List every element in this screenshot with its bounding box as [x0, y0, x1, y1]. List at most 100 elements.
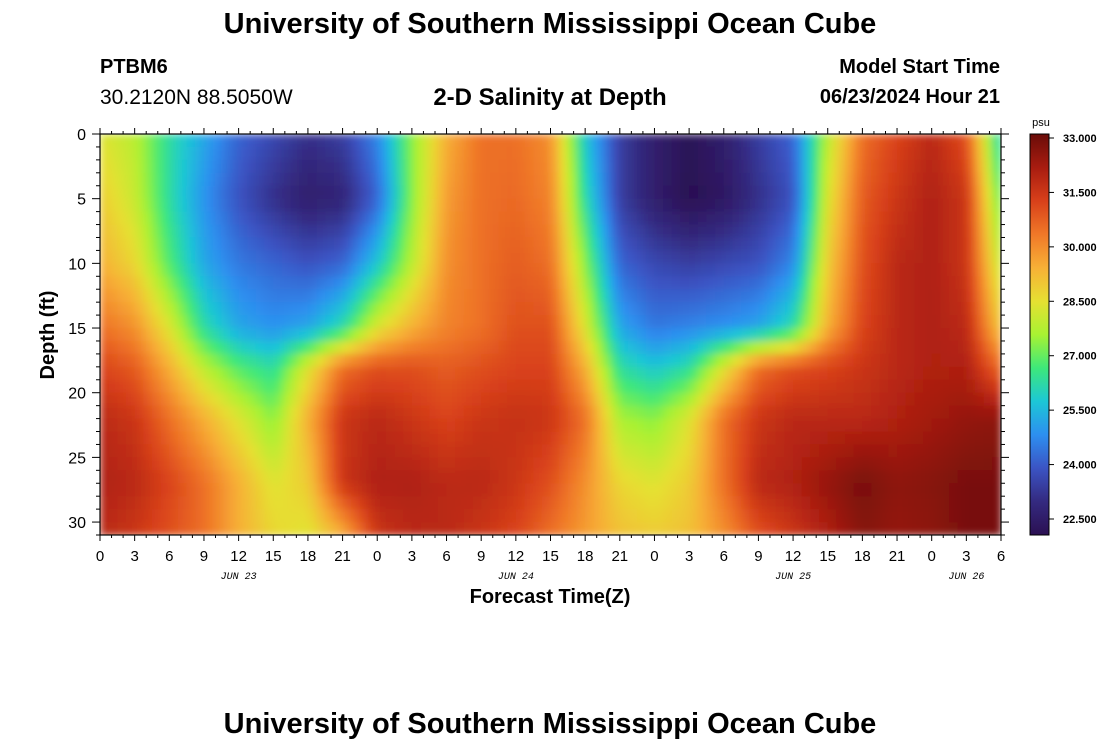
heatmap-cell: [593, 146, 604, 161]
heatmap-cell: [255, 134, 266, 148]
heatmap-cell: [897, 509, 907, 523]
heatmap-cell: [931, 315, 942, 329]
heatmap-cell: [567, 340, 578, 355]
heatmap-cell: [333, 522, 344, 535]
heatmap-cell: [949, 146, 959, 161]
heatmap-cell: [680, 379, 690, 394]
heatmap-cell: [420, 328, 431, 342]
heatmap-cell: [247, 185, 257, 200]
heatmap-cell: [871, 289, 881, 303]
heatmap-cell: [437, 340, 448, 355]
heatmap-cell: [905, 134, 916, 148]
heatmap-cell: [238, 353, 249, 368]
heatmap-cell: [368, 470, 379, 485]
heatmap-cell: [507, 146, 517, 161]
heatmap-cell: [541, 457, 552, 472]
heatmap-cell: [550, 250, 560, 265]
heatmap-cell: [472, 509, 482, 523]
heatmap-cell: [697, 496, 708, 510]
heatmap-cell: [316, 418, 327, 433]
heatmap-cell: [715, 509, 725, 523]
heatmap-cell: [897, 134, 907, 148]
heatmap-cell: [307, 159, 318, 174]
heatmap-cell: [827, 328, 838, 342]
heatmap-cell: [143, 263, 153, 278]
heatmap-cell: [888, 250, 898, 265]
heatmap-cell: [654, 237, 664, 252]
heatmap-cell: [533, 496, 543, 510]
heatmap-cell: [333, 496, 344, 510]
heatmap-cell: [463, 431, 474, 446]
chart-subtitle: 2-D Salinity at Depth: [433, 84, 667, 111]
heatmap-cell: [706, 172, 716, 187]
heatmap-cell: [680, 366, 690, 381]
heatmap-cell: [333, 353, 344, 368]
heatmap-cell: [810, 470, 820, 485]
heatmap-cell: [732, 405, 742, 420]
heatmap-cell: [567, 392, 578, 407]
heatmap-cell: [619, 405, 630, 420]
heatmap-cell: [879, 470, 890, 485]
heatmap-cell: [333, 172, 344, 187]
heatmap-cell: [879, 457, 890, 472]
heatmap-cell: [836, 146, 846, 161]
heatmap-cell: [524, 146, 534, 161]
heatmap-cell: [637, 405, 647, 420]
heatmap-cell: [645, 340, 656, 355]
heatmap-cell: [411, 418, 422, 433]
heatmap-cell: [368, 340, 379, 355]
heatmap-cell: [281, 198, 292, 213]
heatmap-cell: [845, 146, 855, 161]
heatmap-cell: [125, 431, 136, 446]
heatmap-cell: [793, 172, 803, 187]
heatmap-cell: [420, 185, 431, 200]
heatmap-cell: [125, 211, 136, 226]
heatmap-cell: [723, 289, 734, 303]
heatmap-cell: [368, 431, 379, 446]
heatmap-cell: [628, 379, 638, 394]
heatmap-cell: [143, 211, 153, 226]
heatmap-cell: [923, 353, 933, 368]
heatmap-cell: [593, 289, 604, 303]
heatmap-cell: [706, 211, 716, 226]
heatmap-cell: [940, 509, 950, 523]
heatmap-cell: [368, 134, 379, 148]
heatmap-cell: [723, 159, 734, 174]
heatmap-cell: [455, 496, 465, 510]
heatmap-cell: [333, 263, 344, 278]
heatmap-cell: [151, 146, 162, 161]
heatmap-cell: [749, 159, 760, 174]
heatmap-cell: [316, 457, 327, 472]
heatmap-cell: [359, 444, 370, 459]
heatmap-cell: [151, 263, 162, 278]
heatmap-cell: [550, 470, 560, 485]
heatmap-cell: [481, 185, 491, 200]
heatmap-cell: [819, 470, 829, 485]
heatmap-cell: [663, 134, 673, 148]
heatmap-cell: [273, 379, 283, 394]
heatmap-cell: [316, 134, 327, 148]
heatmap-cell: [498, 405, 508, 420]
heatmap-cell: [663, 509, 673, 523]
heatmap-cell: [758, 444, 768, 459]
heatmap-cell: [247, 483, 257, 497]
heatmap-cell: [229, 328, 240, 342]
heatmap-cell: [151, 237, 162, 252]
heatmap-cell: [593, 185, 604, 200]
heatmap-cell: [100, 509, 110, 523]
heatmap-cell: [316, 522, 327, 535]
heatmap-cell: [290, 405, 301, 420]
heatmap-cell: [975, 315, 985, 329]
heatmap-cell: [888, 134, 898, 148]
heatmap-cell: [966, 224, 976, 239]
heatmap-cell: [966, 211, 976, 226]
heatmap-cell: [836, 418, 846, 433]
heatmap-cell: [394, 302, 405, 316]
heatmap-cell: [247, 224, 257, 239]
heatmap-cell: [732, 263, 742, 278]
heatmap-cell: [177, 366, 188, 381]
heatmap-cell: [498, 328, 508, 342]
heatmap-cell: [576, 496, 586, 510]
heatmap-cell: [905, 366, 916, 381]
heatmap-cell: [247, 509, 257, 523]
